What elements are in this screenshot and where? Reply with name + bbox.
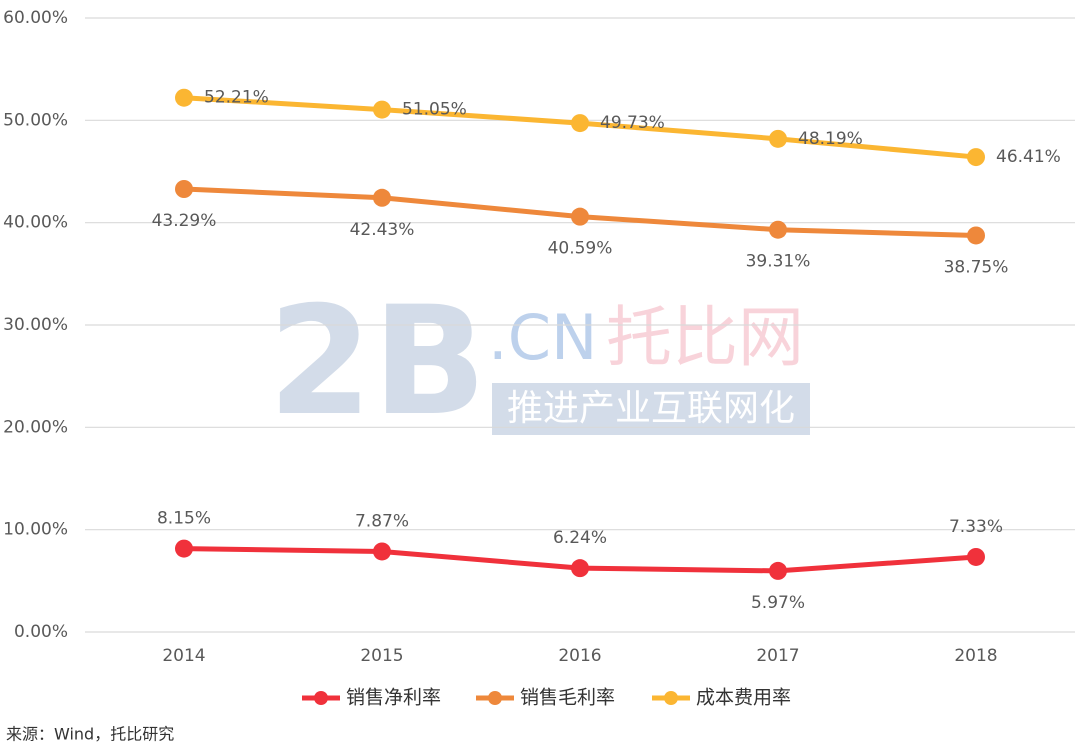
watermark-brand: 托比网	[606, 299, 804, 376]
data-label: 7.87%	[355, 511, 409, 531]
data-label: 7.33%	[949, 517, 1003, 537]
watermark: 2B .CN 托比网 推进产业互联网化	[268, 275, 810, 449]
y-tick-label: 40.00%	[3, 213, 68, 233]
point	[967, 148, 985, 167]
y-tick-label: 10.00%	[3, 520, 68, 540]
point	[571, 114, 589, 133]
legend-marker	[488, 691, 502, 705]
legend-marker	[664, 691, 678, 705]
point	[373, 188, 391, 207]
data-label: 5.97%	[751, 593, 805, 613]
point	[967, 547, 985, 566]
point	[175, 88, 193, 107]
data-label: 42.43%	[350, 220, 415, 240]
data-label: 48.19%	[798, 129, 863, 149]
x-tick-label: 2015	[360, 646, 403, 666]
x-tick-label: 2014	[162, 646, 205, 666]
point	[175, 539, 193, 558]
data-label: 39.31%	[746, 252, 811, 272]
data-label: 43.29%	[152, 211, 217, 231]
x-tick-label: 2018	[954, 646, 997, 666]
point	[373, 542, 391, 561]
point	[967, 226, 985, 245]
point	[175, 179, 193, 198]
legend-label: 销售净利率	[346, 687, 441, 709]
watermark-slogan: 推进产业互联网化	[507, 388, 795, 429]
data-label: 6.24%	[553, 528, 607, 548]
y-tick-label: 20.00%	[3, 417, 68, 437]
point	[769, 129, 787, 148]
legend-marker	[314, 691, 328, 705]
point	[571, 559, 589, 578]
data-label: 51.05%	[402, 100, 467, 120]
point	[769, 561, 787, 580]
watermark-domain: .CN	[488, 301, 597, 374]
legend-label: 销售毛利率	[520, 687, 615, 709]
watermark-band	[492, 383, 810, 435]
y-tick-label: 30.00%	[3, 315, 68, 335]
legend-label: 成本费用率	[696, 687, 791, 709]
point	[571, 207, 589, 226]
watermark-logo: 2B	[268, 275, 487, 449]
data-label: 38.75%	[944, 257, 1009, 277]
source-note: 来源：Wind，托比研究	[6, 725, 174, 744]
data-label: 46.41%	[996, 147, 1061, 167]
data-label: 40.59%	[548, 239, 613, 259]
y-tick-label: 50.00%	[3, 110, 68, 130]
x-tick-label: 2017	[756, 646, 799, 666]
x-tick-label: 2016	[558, 646, 601, 666]
data-label: 49.73%	[600, 113, 665, 133]
point	[373, 100, 391, 119]
point	[769, 220, 787, 239]
y-tick-label: 60.00%	[3, 8, 68, 28]
y-tick-label: 0.00%	[14, 622, 68, 642]
data-label: 8.15%	[157, 509, 211, 529]
data-label: 52.21%	[204, 88, 269, 108]
